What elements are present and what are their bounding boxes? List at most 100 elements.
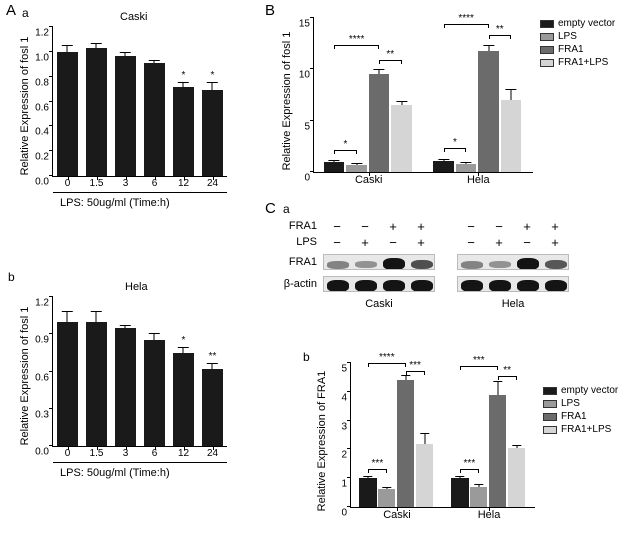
bar — [508, 363, 525, 507]
sig-marker: *** — [464, 458, 476, 469]
legend-swatch — [543, 413, 557, 421]
legend-item: FRA1 — [543, 411, 618, 422]
legend-B: empty vector LPS FRA1 FRA1+LPS — [540, 18, 615, 70]
legend-swatch — [540, 46, 554, 54]
legend-item: LPS — [540, 31, 615, 42]
chart-Cb-ylabel: Relative Expression of FRA1 — [316, 366, 328, 516]
sig-marker: **** — [458, 13, 474, 24]
sig-marker: * — [182, 335, 186, 346]
sig-marker: **** — [349, 34, 365, 45]
ytick: 0 — [341, 508, 351, 519]
blot-cond: − — [457, 235, 485, 250]
ytick: 0.8 — [35, 77, 53, 88]
ytick: 1 — [341, 479, 351, 490]
sig-marker: ** — [503, 365, 511, 376]
sig-marker: ** — [209, 351, 217, 362]
bar — [57, 297, 78, 446]
blot-cond: − — [323, 219, 351, 234]
bar — [57, 27, 78, 176]
blot-cond: − — [513, 235, 541, 250]
panel-label-Ca: a — [283, 202, 290, 216]
legend-Cb: empty vector LPS FRA1 FRA1+LPS — [543, 385, 618, 437]
panel-C: C a FRA1−−++−−++LPS−+−+−+−+FRA1β-actinCa… — [265, 200, 632, 549]
chart-B-ylabel: Relative Expression of fosl 1 — [281, 21, 293, 181]
legend-label: FRA1 — [558, 44, 584, 55]
plot-Aa: 0.00.20.40.60.81.01.201.536*12*24 — [52, 27, 227, 177]
legend-label: empty vector — [561, 385, 618, 396]
panel-label-C: C — [265, 200, 276, 217]
blot-strip — [323, 254, 435, 270]
ytick: 0.6 — [35, 102, 53, 113]
legend-swatch — [543, 400, 557, 408]
blot-cond: + — [351, 235, 379, 250]
ytick: 0.9 — [35, 335, 53, 346]
ytick: 5 — [341, 364, 351, 375]
ytick: 15 — [299, 19, 314, 30]
legend-swatch — [543, 426, 557, 434]
bar — [397, 363, 414, 507]
legend-item: empty vector — [540, 18, 615, 29]
legend-swatch — [540, 59, 554, 67]
legend-item: LPS — [543, 398, 618, 409]
blot-cond: + — [485, 235, 513, 250]
sig-marker: **** — [379, 352, 395, 363]
sig-marker: * — [211, 70, 215, 81]
blot-row-label: β-actin — [275, 278, 323, 290]
bar: * — [173, 27, 194, 176]
ytick: 0.0 — [35, 177, 53, 188]
blot-row-label: FRA1 — [275, 256, 323, 268]
legend-item: FRA1+LPS — [543, 424, 618, 435]
blot-cellline: Caski — [323, 298, 435, 310]
blot-band — [461, 280, 483, 292]
bar — [115, 27, 136, 176]
sig-marker: ** — [496, 24, 504, 35]
legend-swatch — [540, 20, 554, 28]
blot-band — [327, 261, 349, 269]
blot-cond-label: LPS — [275, 236, 323, 248]
panel-A: A a Caski Relative Expression of fosl 1 … — [0, 0, 245, 549]
legend-label: FRA1+LPS — [558, 57, 608, 68]
ytick: 0.0 — [35, 447, 53, 458]
blot-band — [383, 258, 405, 270]
ytick: 0.4 — [35, 127, 53, 138]
blot-cond: − — [485, 219, 513, 234]
bar — [391, 18, 412, 172]
legend-label: FRA1 — [561, 411, 587, 422]
bar — [144, 297, 165, 446]
sig-marker: * — [182, 70, 186, 81]
sig-marker: ** — [386, 49, 394, 60]
chart-Aa: Caski Relative Expression of fosl 1 0.00… — [0, 5, 245, 235]
blot-cond: + — [407, 235, 435, 250]
blot-cond: + — [379, 219, 407, 234]
chart-Aa-xlabel: LPS: 50ug/ml (Time:h) — [60, 197, 170, 209]
chart-Ab: Hela Relative Expression of fosl 1 0.00.… — [0, 275, 245, 505]
ytick: 4 — [341, 392, 351, 403]
bar: * — [173, 297, 194, 446]
ytick: 3 — [341, 421, 351, 432]
blot-strip — [323, 276, 435, 292]
plot-B: 051015CaskiHela************** — [313, 18, 533, 173]
panel-B: B Relative Expression of fosl 1 051015Ca… — [265, 0, 632, 200]
ytick: 0.3 — [35, 409, 53, 420]
blot-band — [355, 280, 377, 292]
bar — [369, 18, 390, 172]
blot-strip — [457, 254, 569, 270]
blot-cond: + — [513, 219, 541, 234]
bar — [470, 363, 487, 507]
blot-strip — [457, 276, 569, 292]
blot-band — [461, 261, 483, 269]
legend-item: FRA1+LPS — [540, 57, 615, 68]
bar — [489, 363, 506, 507]
bar: * — [202, 27, 223, 176]
bar — [416, 363, 433, 507]
blot-band — [327, 280, 349, 292]
sig-marker: *** — [372, 458, 384, 469]
chart-Aa-title: Caski — [120, 11, 148, 23]
bar — [359, 363, 376, 507]
chart-Ab-title: Hela — [125, 281, 148, 293]
blot-band — [489, 261, 511, 268]
ytick: 5 — [304, 121, 314, 132]
blot-band — [517, 258, 539, 270]
bar — [86, 297, 107, 446]
legend-swatch — [543, 387, 557, 395]
